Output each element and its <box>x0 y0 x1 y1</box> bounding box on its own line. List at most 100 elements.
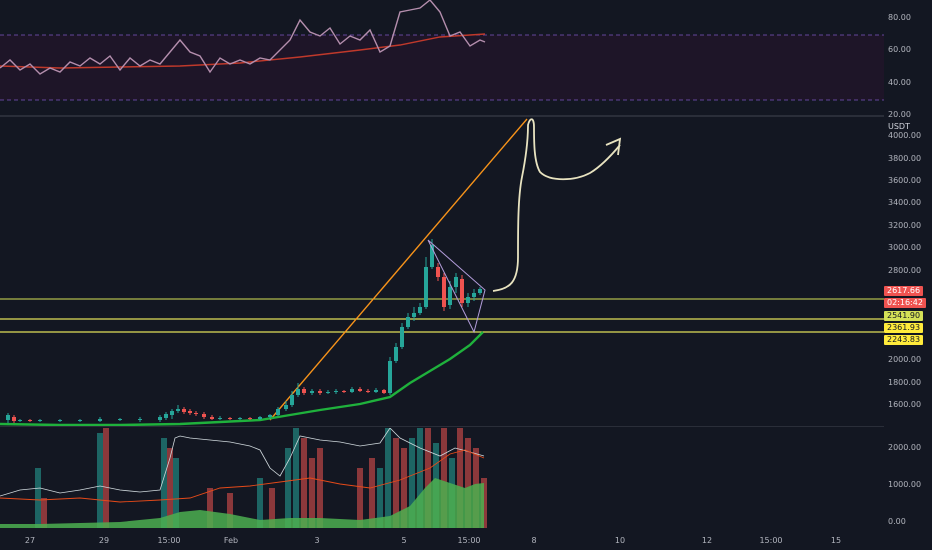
candle-body <box>276 409 280 415</box>
volume-tick: 1000.00 <box>888 480 922 489</box>
time-axis[interactable]: 27 29 15:00 Feb 3 5 15:00 8 10 12 15:00 … <box>0 530 884 550</box>
time-label: 10 <box>614 536 626 545</box>
candle-body <box>418 307 422 313</box>
time-label: 12 <box>701 536 713 545</box>
volume-bar <box>393 438 399 528</box>
volume-bar <box>465 438 471 528</box>
volume-axis[interactable]: 2000.00 1000.00 0.00 <box>884 428 932 528</box>
sma-line <box>0 331 484 427</box>
price-tick: 3600.00 <box>888 176 922 185</box>
last-price-tag: 2617.66 <box>884 286 924 296</box>
candle-body <box>176 409 180 411</box>
volume-chart <box>0 428 487 528</box>
price-tick: 4000.00 <box>888 131 922 140</box>
price-tick: 3800.00 <box>888 154 922 163</box>
trendline <box>269 118 528 421</box>
candle-body <box>296 389 300 395</box>
time-label: 15:00 <box>457 536 481 545</box>
time-label: 8 <box>531 536 537 545</box>
currency-unit: USDT <box>888 122 910 131</box>
time-label: 15:00 <box>157 536 181 545</box>
candle-body <box>448 287 452 305</box>
candle-body <box>18 420 22 421</box>
candle-body <box>302 389 306 393</box>
candle-body <box>454 277 458 287</box>
countdown-tag: 02:16:42 <box>884 298 926 308</box>
rsi-tick: 20.00 <box>888 110 911 119</box>
volume-bar <box>285 448 291 528</box>
arrow-head <box>605 137 622 156</box>
volume-bar <box>401 448 407 528</box>
volume-bar <box>207 488 213 528</box>
volume-bar <box>41 498 47 528</box>
candle-body <box>118 419 122 420</box>
price-tick: 3000.00 <box>888 243 922 252</box>
candle-body <box>374 390 378 392</box>
candle-body <box>424 267 428 307</box>
time-label: 29 <box>98 536 110 545</box>
price-tick: 1800.00 <box>888 378 922 387</box>
pane-divider[interactable] <box>0 426 884 427</box>
candle-body <box>342 391 346 392</box>
volume-bar <box>103 428 109 528</box>
candle-body <box>12 417 16 421</box>
time-label: 3 <box>314 536 320 545</box>
candle-body <box>478 289 482 293</box>
volume-bar <box>425 428 431 528</box>
candle-body <box>290 395 294 405</box>
candlestick-series <box>6 239 482 423</box>
rsi-tick: 80.00 <box>888 13 911 22</box>
candle-body <box>466 297 470 303</box>
candle-body <box>334 391 338 392</box>
time-label: 15:00 <box>759 536 783 545</box>
volume-bar <box>161 438 167 528</box>
time-label: 5 <box>401 536 407 545</box>
price-tick: 3200.00 <box>888 221 922 230</box>
candle-body <box>442 277 446 307</box>
candle-body <box>350 389 354 392</box>
volume-tick: 0.00 <box>888 517 906 526</box>
candle-body <box>138 419 142 420</box>
candle-body <box>6 415 10 420</box>
candle-body <box>318 391 322 393</box>
volume-bar <box>385 428 391 528</box>
candle-body <box>366 391 370 392</box>
volume-bar <box>417 428 423 528</box>
price-tick: 3400.00 <box>888 198 922 207</box>
candle-body <box>382 390 386 393</box>
candle-body <box>188 411 192 413</box>
volume-bar <box>167 448 173 528</box>
volume-bar <box>457 428 463 528</box>
volume-bar <box>293 428 299 528</box>
candle-body <box>210 417 214 419</box>
rsi-pane[interactable] <box>0 0 884 115</box>
volume-bar <box>441 428 447 528</box>
price-pane[interactable] <box>0 117 884 427</box>
volume-bar <box>97 433 103 528</box>
candle-body <box>430 245 434 267</box>
candle-body <box>58 420 62 421</box>
candle-body <box>460 279 464 303</box>
volume-bar <box>227 493 233 528</box>
candle-body <box>326 392 330 393</box>
pane-divider[interactable] <box>0 115 884 117</box>
price-tick: 1600.00 <box>888 400 922 409</box>
candle-body <box>394 347 398 361</box>
candle-body <box>158 417 162 420</box>
candle-body <box>194 413 198 414</box>
level-tag: 2361.93 <box>884 323 924 333</box>
price-tick: 2000.00 <box>888 355 922 364</box>
candle-body <box>472 293 476 297</box>
volume-tick: 2000.00 <box>888 443 922 452</box>
candle-body <box>358 389 362 391</box>
price-axis[interactable]: USDT 4000.00 3800.00 3600.00 3400.00 320… <box>884 117 932 427</box>
level-tag: 2541.90 <box>884 311 924 321</box>
volume-ma-red <box>0 449 485 503</box>
volume-pane[interactable] <box>0 428 884 528</box>
candle-body <box>412 313 416 317</box>
volume-bar <box>357 468 363 528</box>
rsi-axis[interactable]: 80.00 60.00 40.00 20.00 <box>884 0 932 119</box>
level-tag: 2243.83 <box>884 335 924 345</box>
candle-body <box>164 414 168 418</box>
candle-body <box>406 317 410 327</box>
